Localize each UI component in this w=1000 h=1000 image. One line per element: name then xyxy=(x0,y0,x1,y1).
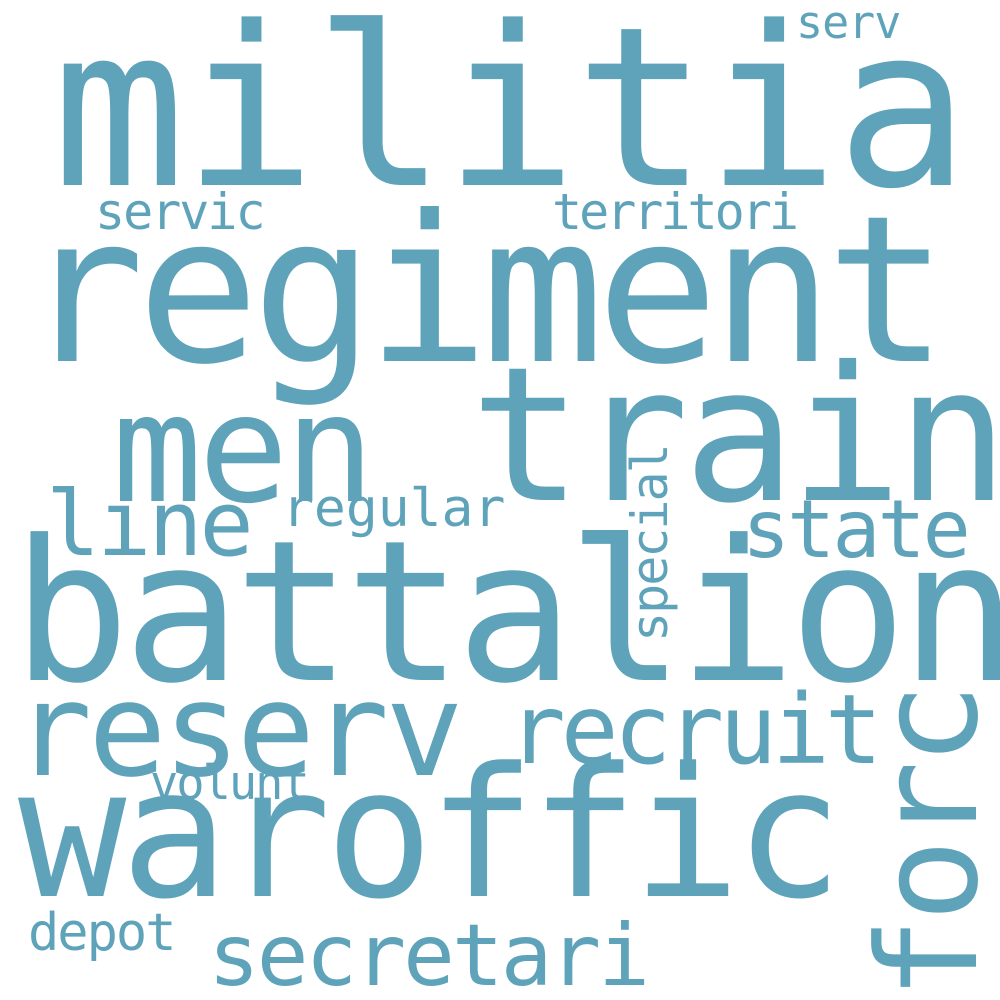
word-recruit: recruit xyxy=(508,674,883,786)
word-serv: serv xyxy=(796,0,901,49)
word-regiment: regiment xyxy=(22,173,949,410)
word-waroffic: waroffic xyxy=(18,730,843,939)
word-depot: depot xyxy=(28,903,177,963)
word-reserv: reserv xyxy=(14,654,464,806)
word-state: state xyxy=(742,483,971,576)
word-territori: territori xyxy=(552,183,799,241)
word-volunt: volunt xyxy=(150,756,310,811)
word-secretari: secretari xyxy=(208,906,650,1000)
word-militia: militia xyxy=(52,0,970,238)
word-regular: regular xyxy=(282,478,506,539)
word-battalion: battalion xyxy=(12,499,1000,727)
word-train: train xyxy=(470,327,1000,545)
word-special: special xyxy=(621,445,679,642)
word-men: men xyxy=(112,363,375,537)
word-line: line xyxy=(46,472,254,577)
word-forc: forc xyxy=(848,687,1000,1000)
word-servic: servic xyxy=(95,183,266,241)
